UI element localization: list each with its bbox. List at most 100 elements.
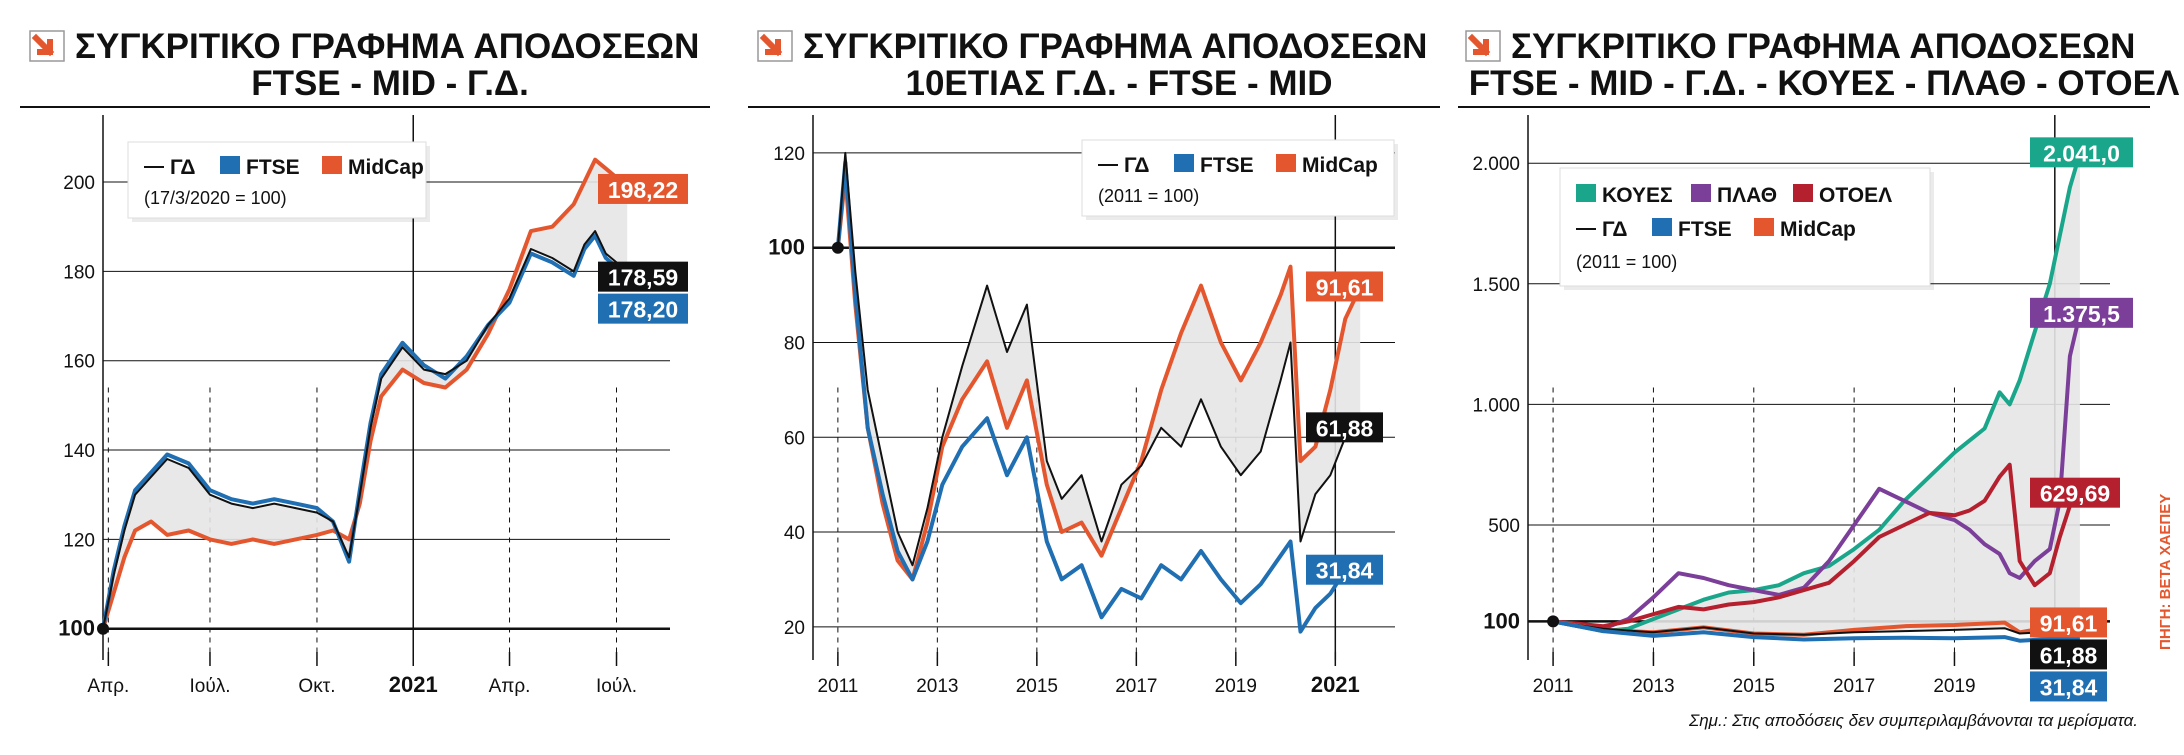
x-tick-label: 2021 bbox=[389, 672, 438, 697]
chart-title-line-1: ΣΥΓΚΡΙΤΙΚΟ ΓΡΑΦΗΜΑ ΑΠΟΔΟΣΕΩΝ bbox=[75, 27, 699, 66]
series-line-ftse bbox=[835, 160, 1361, 634]
legend-box bbox=[1081, 139, 1395, 217]
shaded-spread-area bbox=[837, 152, 1361, 580]
chart-title-line-1: ΣΥΓΚΡΙΤΙΚΟ ΓΡΑΦΗΜΑ ΑΠΟΔΟΣΕΩΝ bbox=[1511, 27, 2135, 66]
end-label-value: 1.375,5 bbox=[2043, 301, 2120, 327]
end-label-box bbox=[2030, 639, 2107, 670]
end-label-box bbox=[2030, 137, 2133, 168]
y-tick-label: 200 bbox=[63, 173, 95, 194]
end-label-value: 61,88 bbox=[1316, 415, 1374, 441]
legend-label: FTSE bbox=[246, 156, 300, 179]
legend-box bbox=[127, 141, 427, 219]
y-tick-label: 60 bbox=[784, 428, 805, 449]
end-label-value: 629,69 bbox=[2040, 481, 2110, 507]
x-tick-label: 2013 bbox=[916, 676, 958, 697]
chart-title-line-2: FTSE - MID - Γ.Δ. bbox=[251, 64, 529, 103]
x-tick-label: 2017 bbox=[1115, 676, 1157, 697]
end-label-box bbox=[2030, 477, 2120, 508]
series-line-midcap bbox=[835, 174, 1363, 582]
end-label-value: 178,59 bbox=[608, 265, 678, 291]
y-tick-label: 180 bbox=[63, 262, 95, 283]
y-tick-label: 500 bbox=[1488, 516, 1520, 537]
y-tick-label: 1.500 bbox=[1472, 275, 1520, 296]
base-point-marker bbox=[97, 622, 109, 635]
y-tick-label: 2.000 bbox=[1472, 154, 1520, 175]
y-tick-label: 80 bbox=[784, 333, 805, 354]
y-tick-label: 120 bbox=[773, 144, 805, 165]
legend-base-note: (2011 = 100) bbox=[1098, 186, 1199, 206]
y-tick-label: 100 bbox=[768, 235, 805, 260]
series-line-ftse bbox=[1552, 619, 2080, 643]
end-label-box bbox=[1306, 271, 1383, 302]
shaded-spread-area bbox=[103, 159, 628, 629]
series-line-otoel bbox=[1552, 462, 2082, 629]
chart-title-line-2: 10ΕΤΙΑΣ Γ.Δ. - FTSE - MID bbox=[906, 64, 1333, 103]
legend-label: ΚΟΥΕΣ bbox=[1602, 184, 1673, 207]
end-label-value: 91,61 bbox=[1316, 274, 1374, 300]
trend-arrow-icon bbox=[759, 33, 783, 57]
end-label-box bbox=[598, 293, 688, 324]
y-tick-label: 1.000 bbox=[1472, 395, 1520, 416]
legend-label: MidCap bbox=[1302, 154, 1378, 177]
end-label-value: 61,88 bbox=[2040, 642, 2098, 668]
legend-swatch-plath bbox=[1691, 184, 1711, 202]
x-tick-label: 2015 bbox=[1733, 676, 1775, 697]
chart-title-line-1: ΣΥΓΚΡΙΤΙΚΟ ΓΡΑΦΗΜΑ ΑΠΟΔΟΣΕΩΝ bbox=[803, 27, 1427, 66]
legend-label: MidCap bbox=[348, 156, 424, 179]
series-line-gd bbox=[102, 230, 629, 629]
trend-arrow-icon bbox=[1467, 33, 1491, 57]
legend-label: FTSE bbox=[1678, 218, 1732, 241]
legend-label: ΓΔ bbox=[170, 156, 195, 179]
x-tick-label: 2021 bbox=[1311, 672, 1360, 697]
end-label-box bbox=[1306, 412, 1383, 443]
chart-title-line-2: FTSE - MID - Γ.Δ. - ΚΟΥΕΣ - ΠΛΑΘ - ΟΤΟΕΛ bbox=[1469, 64, 2180, 103]
x-tick-label: Απρ. bbox=[87, 676, 129, 697]
end-label-box bbox=[2030, 297, 2133, 328]
legend-swatch-midcap bbox=[322, 156, 342, 174]
x-tick-label: Ιούλ. bbox=[596, 676, 637, 697]
y-tick-label: 20 bbox=[784, 618, 805, 639]
end-label-box bbox=[2030, 671, 2107, 702]
source-credit: ΠΗΓΗ: ΒΕΤΑ ΧΑΕΠΕΥ bbox=[2157, 494, 2174, 650]
series-line-ftse bbox=[101, 233, 629, 630]
legend-label: FTSE bbox=[1200, 154, 1254, 177]
x-tick-label: 2019 bbox=[1933, 676, 1975, 697]
footnote: Σημ.: Στις αποδόσεις δεν συμπεριλαμβάνον… bbox=[1688, 711, 2138, 730]
base-point-marker bbox=[1547, 615, 1560, 628]
legend-swatch-ftse bbox=[1652, 218, 1672, 236]
legend-box bbox=[1559, 167, 1931, 287]
y-tick-label: 160 bbox=[63, 352, 95, 373]
end-label-value: 178,20 bbox=[608, 297, 678, 323]
end-label-box bbox=[598, 261, 688, 292]
legend-swatch-ftse bbox=[220, 156, 240, 174]
end-label-value: 31,84 bbox=[2040, 674, 2098, 700]
end-label-box bbox=[2030, 607, 2107, 638]
series-line-gd bbox=[836, 151, 1361, 567]
legend-swatch-otoel bbox=[1793, 184, 1813, 202]
x-tick-label: 2013 bbox=[1632, 676, 1674, 697]
x-tick-label: 2019 bbox=[1215, 676, 1257, 697]
legend-label: ΟΤΟΕΛ bbox=[1819, 184, 1892, 207]
legend-swatch-midcap bbox=[1276, 154, 1296, 172]
x-tick-label: 2017 bbox=[1833, 676, 1875, 697]
x-tick-label: 2011 bbox=[1533, 676, 1574, 697]
y-tick-label: 100 bbox=[58, 616, 95, 641]
base-point-marker bbox=[831, 241, 844, 254]
y-tick-label: 120 bbox=[63, 530, 95, 551]
legend-label: ΓΔ bbox=[1602, 218, 1627, 241]
end-label-value: 31,84 bbox=[1316, 558, 1374, 584]
end-label-box bbox=[1306, 554, 1383, 585]
legend-swatch-koyes bbox=[1576, 184, 1596, 202]
x-tick-label: Ιούλ. bbox=[189, 676, 230, 697]
legend-swatch-midcap bbox=[1754, 218, 1774, 236]
legend-base-note: (2011 = 100) bbox=[1576, 252, 1677, 272]
x-tick-label: 2011 bbox=[817, 676, 858, 697]
x-tick-label: Απρ. bbox=[489, 676, 531, 697]
y-tick-label: 40 bbox=[784, 523, 805, 544]
end-label-value: 2.041,0 bbox=[2043, 140, 2120, 166]
